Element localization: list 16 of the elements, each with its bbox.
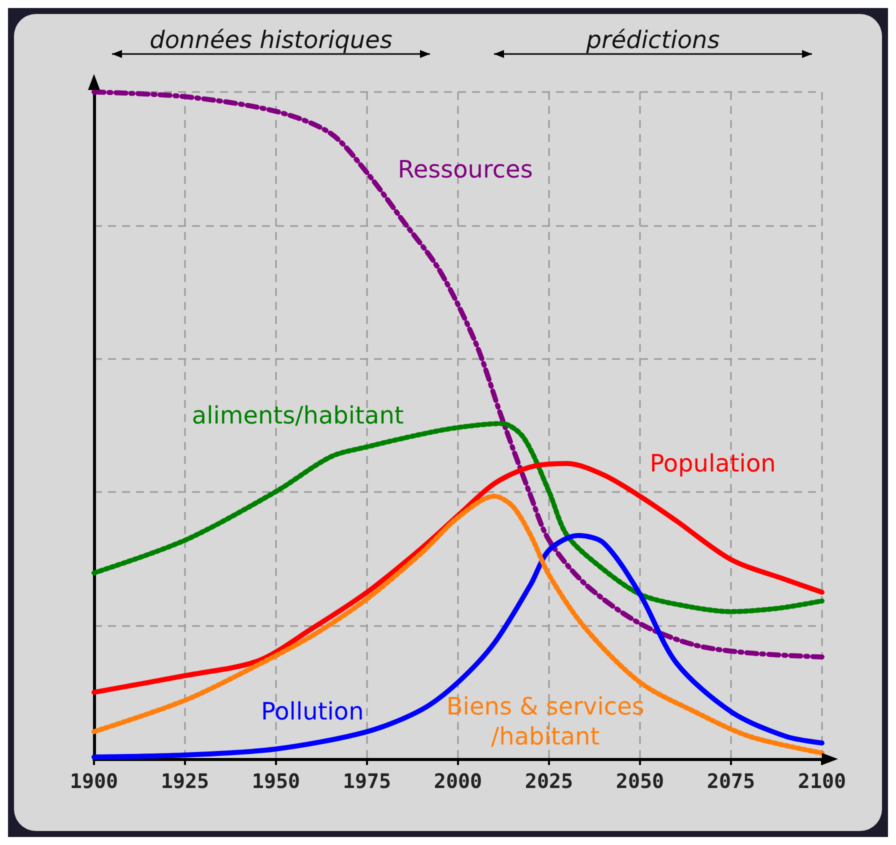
x-tick-label: 2000: [434, 769, 482, 793]
series-label: Ressources: [398, 155, 533, 184]
text: prédictions: [585, 26, 720, 54]
x-tick-label: 1925: [160, 769, 210, 793]
x-tick-label: 1975: [342, 769, 392, 793]
x-tick-label: 1900: [70, 769, 118, 793]
series-label: aliments/habitant: [192, 401, 404, 430]
x-tick-label: 1950: [252, 769, 300, 793]
x-tick-label: 2075: [706, 769, 756, 793]
series-label: Population: [650, 450, 776, 478]
x-tick-label: 2050: [616, 769, 664, 793]
series-label: Pollution: [260, 698, 364, 726]
x-tick-label: 2025: [524, 769, 574, 793]
text: données historiques: [150, 26, 392, 54]
series-label: Biens & services /habitant: [446, 692, 644, 751]
x-tick-label: 2100: [798, 769, 846, 793]
